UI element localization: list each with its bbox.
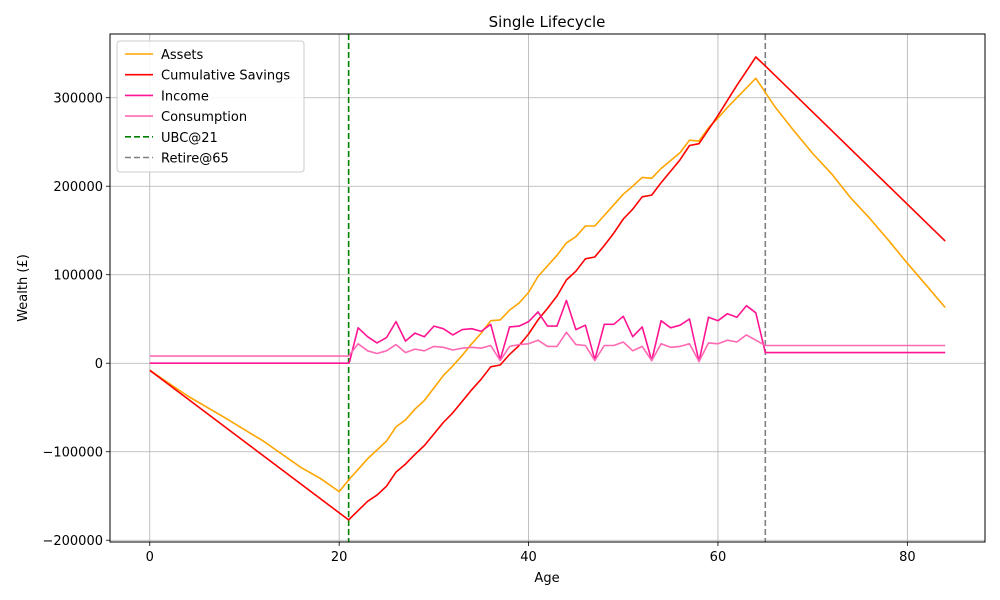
legend-label: Retire@65 (161, 152, 229, 167)
series-line-assets (149, 77, 946, 493)
y-tick-label: 0 (95, 357, 103, 372)
x-tick-label: 80 (899, 550, 916, 565)
plot-frame (109, 33, 986, 543)
legend-label: UBC@21 (161, 131, 218, 146)
y-tick-label: 200000 (53, 180, 103, 195)
x-tick-label: 60 (710, 550, 727, 565)
chart-title: Single Lifecycle (489, 13, 606, 31)
x-tick-label: 40 (520, 550, 537, 565)
y-tick-label: −200000 (42, 534, 103, 549)
series-line-cumulative-savings (149, 56, 946, 521)
series-line-income (149, 299, 946, 365)
series-lines (149, 56, 946, 521)
y-axis-label: Wealth (£) (16, 254, 31, 322)
legend-label: Consumption (161, 110, 247, 125)
legend-label: Income (161, 89, 209, 104)
reference-lines (347, 34, 767, 542)
legend-label: Cumulative Savings (161, 69, 290, 84)
y-tick-label: 100000 (53, 269, 103, 284)
x-tick-label: 20 (331, 550, 348, 565)
axis-ticks: 0 20 40 60 80 −200000 −100000 0 100000 200000 3000… (42, 92, 915, 565)
series-line-consumption (149, 331, 946, 363)
x-tick-label: 0 (146, 550, 154, 565)
legend: Assets Cumulative Savings Income Consumptio… (116, 40, 305, 173)
legend-label: Assets (161, 48, 204, 63)
x-axis-label: Age (534, 571, 559, 586)
y-tick-label: −100000 (42, 446, 103, 461)
y-tick-label: 300000 (53, 92, 103, 107)
legend-box (116, 40, 305, 173)
